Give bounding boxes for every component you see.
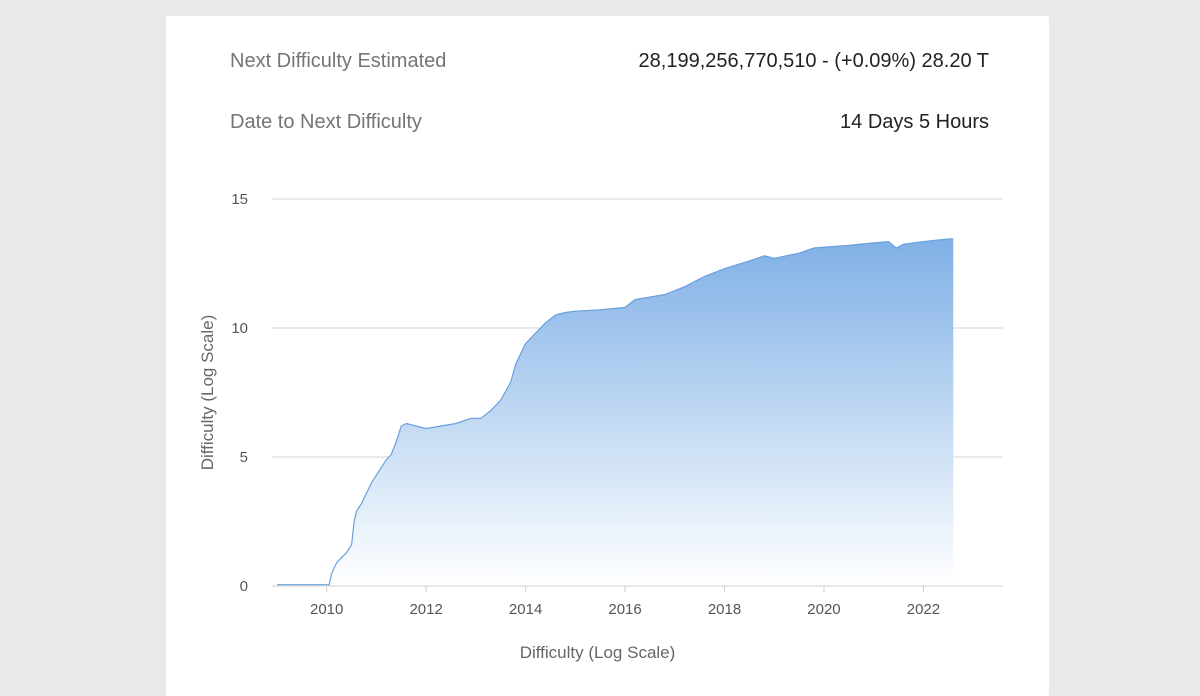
- date-to-next-difficulty-value: 14 Days 5 Hours: [840, 111, 989, 133]
- x-tick-label-2022: 2022: [907, 601, 940, 618]
- x-tick-label-2012: 2012: [409, 601, 442, 618]
- y-tick-label-15: 15: [231, 191, 248, 208]
- y-tick-label-0: 0: [240, 578, 248, 595]
- x-axis-title: Difficulty (Log Scale): [520, 643, 676, 662]
- y-tick-label-5: 5: [240, 449, 248, 466]
- next-difficulty-value: 28,199,256,770,510 - (+0.09%) 28.20 T: [638, 50, 989, 72]
- date-to-next-difficulty-label: Date to Next Difficulty: [230, 111, 422, 133]
- x-tick-label-2014: 2014: [509, 601, 542, 618]
- difficulty-line: [277, 238, 954, 586]
- x-tick-label-2016: 2016: [608, 601, 641, 618]
- x-tick-label-2020: 2020: [807, 601, 840, 618]
- next-difficulty-row: Next Difficulty Estimated 28,199,256,770…: [230, 50, 989, 73]
- x-tick-label-2018: 2018: [708, 601, 741, 618]
- difficulty-chart: 2010 2012 2014 2016 2018 2020 2022 0 5 10 15 Diff…: [198, 191, 1003, 662]
- x-axis-ticks: 2010 2012 2014 2016 2018 2020 2022: [310, 586, 940, 618]
- y-tick-label-10: 10: [231, 320, 248, 337]
- y-axis-ticks: 0 5 10 15: [231, 191, 248, 595]
- next-difficulty-label: Next Difficulty Estimated: [230, 50, 447, 72]
- x-tick-label-2010: 2010: [310, 601, 343, 618]
- difficulty-area: [277, 239, 954, 586]
- y-axis-title: Difficulty (Log Scale): [198, 315, 217, 471]
- date-to-next-difficulty-row: Date to Next Difficulty 14 Days 5 Hours: [230, 111, 989, 134]
